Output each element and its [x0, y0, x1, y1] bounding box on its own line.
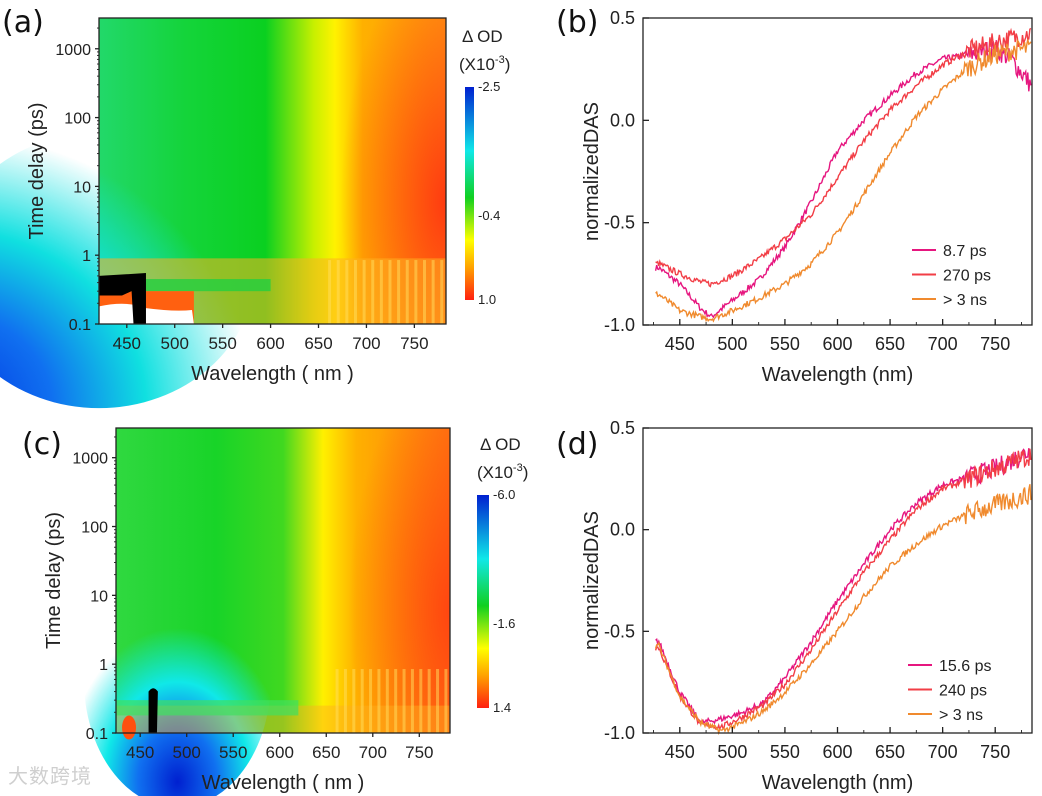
colorbar-tick-label: -2.5 [478, 79, 500, 94]
series-line-1 [654, 448, 1032, 731]
y-axis-label: normalizedDAS [581, 102, 603, 241]
panel-label: (b) [556, 5, 598, 40]
y-axis-label: normalizedDAS [581, 511, 603, 650]
x-tick-label: 750 [405, 743, 433, 762]
x-tick-label: 500 [161, 334, 189, 353]
panel-label: (c) [22, 427, 62, 462]
x-tick-label: 550 [770, 742, 800, 762]
x-tick-label: 500 [717, 334, 747, 354]
heatmap-image [0, 18, 446, 409]
y-tick-label: 0.5 [610, 8, 635, 28]
x-tick-label: 700 [359, 743, 387, 762]
x-tick-label: 750 [980, 742, 1010, 762]
x-tick-label: 450 [665, 742, 695, 762]
x-tick-label: 600 [256, 334, 284, 353]
panel-label: (a) [2, 5, 44, 40]
colorbar-unit-close: ) [505, 55, 511, 74]
y-tick-label: -0.5 [604, 621, 635, 641]
colorbar-tick-label: -0.4 [478, 208, 500, 223]
colorbar-tick-label: 1.4 [493, 700, 511, 715]
y-tick-label: 0.1 [69, 317, 91, 334]
x-tick-label: 650 [312, 743, 340, 762]
watermark: 大数跨境 [8, 764, 92, 788]
colorbar-unit-exp: -3 [513, 462, 523, 474]
series-line-2 [655, 38, 1032, 323]
x-tick-label: 450 [126, 743, 154, 762]
x-tick-label: 650 [875, 334, 905, 354]
y-tick-label: 0.1 [86, 726, 108, 743]
legend-label: > 3 ns [943, 292, 987, 309]
colorbar-unit: (X10-3) [477, 462, 528, 482]
plot-frame [115, 427, 451, 734]
x-tick-label: 700 [928, 742, 958, 762]
y-tick-label: -0.5 [604, 213, 635, 233]
x-axis-label: Wavelength (nm) [762, 772, 914, 794]
colorbar-unit: (X10-3) [459, 54, 510, 74]
colorbar-unit-base: (X10 [477, 463, 513, 482]
y-axis-label: Time delay (ps) [43, 512, 65, 649]
colorbar-title: Δ OD [480, 435, 521, 454]
x-tick-label: 600 [266, 743, 294, 762]
y-tick-label: 10 [90, 588, 108, 605]
x-tick-label: 550 [770, 334, 800, 354]
colorbar-tick-label: -1.6 [493, 616, 515, 631]
x-tick-label: 700 [928, 334, 958, 354]
colorbar-tick-label: -6.0 [493, 487, 515, 502]
y-tick-label: 1 [99, 657, 108, 674]
panel-a: (a) Δ OD (X10-3) -2.5 -0.4 1.0 450 500 550 600 650… [0, 5, 510, 409]
y-tick-label: 100 [81, 520, 108, 537]
panel-c: (c) Δ OD (X10-3) -6.0 -1.6 1.4 450 500 550 600 650… [22, 427, 528, 796]
colorbar-title: Δ OD [462, 27, 503, 46]
x-tick-label: 600 [822, 334, 852, 354]
y-tick-label: 0.0 [610, 110, 635, 130]
colorbar [465, 87, 474, 300]
legend-label: 8.7 ps [943, 243, 987, 260]
x-tick-label: 550 [208, 334, 236, 353]
y-tick-label: -1.0 [604, 723, 635, 743]
x-tick-label: 750 [400, 334, 428, 353]
x-tick-label: 500 [717, 742, 747, 762]
y-tick-label: 0.0 [610, 520, 635, 540]
panel-b: (b) 8.7 ps 270 ps > 3 ns 450 500 550 600 650 700 7… [556, 5, 1033, 386]
x-tick-label: 450 [113, 334, 141, 353]
colorbar-unit-base: (X10 [459, 55, 495, 74]
y-tick-label: 1000 [72, 451, 108, 468]
colorbar-tick-label: 1.0 [478, 292, 496, 307]
legend-label: 270 ps [943, 268, 991, 285]
series-line-1 [655, 27, 1032, 288]
x-tick-label: 700 [352, 334, 380, 353]
colorbar-unit-exp: -3 [495, 54, 505, 66]
x-tick-label: 650 [875, 742, 905, 762]
x-tick-label: 500 [173, 743, 201, 762]
series-line-0 [654, 40, 1032, 319]
legend-label: > 3 ns [939, 707, 983, 724]
y-tick-label: 0.5 [610, 418, 635, 438]
x-tick-label: 550 [219, 743, 247, 762]
colorbar-unit-close: ) [523, 463, 529, 482]
legend-label: 240 ps [939, 683, 987, 700]
x-axis-label: Wavelength ( nm ) [191, 363, 354, 385]
x-axis-label: Wavelength (nm) [762, 364, 914, 386]
colorbar [477, 495, 489, 708]
legend-label: 15.6 ps [939, 658, 991, 675]
x-axis-label: Wavelength ( nm ) [202, 772, 365, 794]
y-tick-label: 1000 [55, 42, 91, 59]
plot-frame [98, 17, 447, 325]
panel-d: (d) 15.6 ps 240 ps > 3 ns 450 500 550 600 650 700… [556, 418, 1033, 794]
y-tick-label: -1.0 [604, 315, 635, 335]
x-tick-label: 450 [665, 334, 695, 354]
x-tick-label: 600 [822, 742, 852, 762]
y-tick-label: 1 [82, 248, 91, 265]
x-tick-label: 750 [980, 334, 1010, 354]
y-tick-label: 10 [73, 179, 91, 196]
panel-label: (d) [556, 427, 598, 462]
heatmap-image [83, 428, 450, 796]
y-axis-label: Time delay (ps) [26, 102, 48, 239]
x-tick-label: 650 [304, 334, 332, 353]
series-line-2 [654, 484, 1032, 736]
y-tick-label: 100 [64, 111, 91, 128]
